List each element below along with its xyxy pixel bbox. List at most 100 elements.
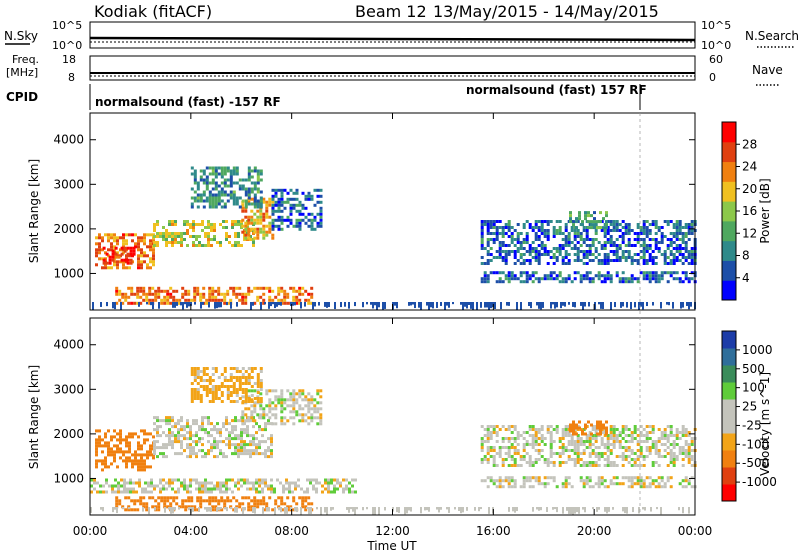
velocity-cell — [268, 398, 272, 402]
velocity-cell — [546, 428, 550, 431]
velocity-cell — [101, 450, 104, 454]
velocity-cell — [147, 481, 150, 485]
power-cell — [492, 220, 496, 223]
velocity-cell — [98, 441, 101, 445]
velocity-cell — [241, 376, 245, 379]
velocity-cell — [208, 391, 212, 394]
power-cell — [648, 247, 652, 250]
velocity-cell — [522, 431, 526, 434]
power-near-cell — [430, 302, 432, 308]
power-cell — [537, 259, 541, 262]
velocity-near-cell — [332, 507, 334, 510]
power-cell — [531, 280, 535, 284]
power-near-cell — [508, 302, 510, 306]
velocity-cell — [651, 443, 655, 446]
power-cell — [600, 280, 604, 284]
velocity-cell — [159, 481, 162, 485]
velocity-cell — [588, 461, 592, 464]
power-cell — [687, 256, 691, 259]
power-cell — [609, 277, 613, 281]
velocity-cell — [486, 428, 490, 431]
power-cell — [231, 220, 234, 223]
velocity-cell — [624, 449, 628, 452]
velocity-cell — [345, 478, 348, 482]
power-cell — [249, 235, 252, 238]
power-region — [115, 286, 314, 305]
velocity-cell — [572, 423, 575, 427]
power-near-cell — [564, 302, 566, 307]
velocity-near-cell — [466, 507, 468, 511]
power-cell — [139, 286, 143, 290]
velocity-cell — [312, 484, 315, 488]
velocity-cell — [226, 496, 230, 500]
power-cell — [207, 220, 210, 223]
velocity-near-cell — [556, 507, 558, 513]
velocity-cell — [249, 434, 252, 438]
power-cell — [283, 292, 287, 296]
velocity-near-cell — [424, 507, 426, 511]
velocity-cell — [229, 385, 233, 388]
velocity-cell — [298, 389, 302, 393]
velocity-cell — [243, 452, 246, 456]
power-cell — [645, 244, 649, 247]
velocity-near-cell — [374, 507, 376, 515]
power-cell — [519, 271, 523, 275]
velocity-cell — [684, 476, 688, 480]
power-cell — [139, 301, 143, 305]
power-cell — [256, 295, 260, 299]
power-cell — [107, 239, 110, 243]
velocity-cell — [657, 449, 661, 452]
power-cell — [271, 194, 275, 198]
velocity-cell — [648, 476, 652, 480]
power-cell — [669, 232, 673, 235]
velocity-cell — [249, 449, 252, 453]
velocity-cell — [229, 373, 233, 376]
velocity-cell — [220, 382, 224, 385]
power-cell — [298, 301, 302, 305]
velocity-cell — [304, 395, 308, 399]
velocity-cell — [681, 449, 685, 452]
velocity-cell — [202, 385, 206, 388]
velocity-cell — [162, 419, 165, 423]
power-near-cell — [572, 302, 574, 307]
power-cell — [152, 263, 155, 267]
power-cell — [684, 271, 688, 275]
velocity-cell — [223, 379, 227, 382]
power-cell — [564, 253, 568, 256]
velocity-cell — [584, 432, 587, 436]
velocity-cell — [220, 400, 224, 403]
velocity-cell — [125, 441, 128, 445]
power-cell — [501, 280, 505, 284]
power-cell — [307, 301, 311, 305]
power-cell — [277, 218, 281, 222]
power-cell — [564, 226, 568, 229]
velocity-cell — [142, 505, 146, 509]
power-cell — [588, 250, 592, 253]
power-cell — [156, 220, 159, 223]
velocity-cell — [603, 485, 607, 489]
power-cell — [558, 220, 562, 223]
velocity-cell — [134, 450, 137, 454]
velocity-cell — [177, 428, 180, 432]
power-near-cell — [146, 302, 148, 305]
velocity-cell — [289, 395, 293, 399]
velocity-cell — [304, 413, 308, 417]
power-cell — [125, 266, 128, 270]
velocity-cell — [168, 419, 171, 423]
velocity-cell — [222, 484, 225, 488]
power-cell — [130, 286, 134, 290]
velocity-cell — [307, 401, 311, 405]
power-cell — [181, 286, 185, 290]
velocity-cell — [519, 455, 523, 458]
velocity-cell — [274, 398, 278, 402]
power-cell — [690, 262, 694, 265]
velocity-cell — [525, 431, 529, 434]
power-cell — [253, 187, 257, 191]
velocity-cell — [259, 413, 263, 417]
velocity-cell — [324, 478, 327, 482]
velocity-cell — [240, 449, 243, 453]
velocity-cell — [486, 452, 490, 455]
colorbar-segment — [722, 161, 736, 182]
power-cell — [241, 298, 245, 302]
power-cell — [205, 178, 209, 182]
